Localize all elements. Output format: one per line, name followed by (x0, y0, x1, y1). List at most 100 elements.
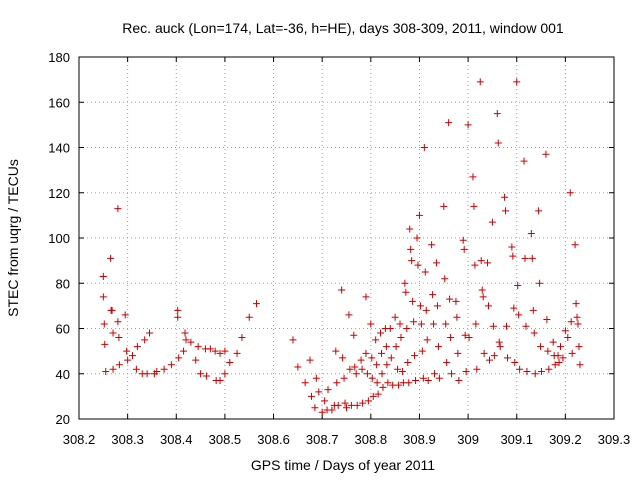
data-point-marker (418, 347, 426, 355)
data-point-marker (503, 354, 511, 362)
data-point-marker (194, 343, 202, 351)
data-point-marker (197, 370, 205, 378)
data-point-marker (549, 338, 557, 346)
data-point-marker (408, 257, 416, 265)
data-point-marker (364, 397, 372, 405)
y-tick-label: 60 (56, 322, 70, 337)
data-point-marker (115, 334, 123, 342)
data-point-marker (544, 347, 552, 355)
data-point-marker (488, 218, 496, 226)
data-point-marker (472, 320, 480, 328)
data-point-marker (123, 347, 131, 355)
data-point-marker (367, 320, 375, 328)
data-point-marker (555, 358, 563, 366)
data-point-marker (489, 322, 497, 330)
data-point-marker (352, 370, 360, 378)
data-point-marker (528, 254, 536, 262)
chart-title: Rec. auck (Lon=174, Lat=-36, h=HE), days… (122, 20, 564, 36)
data-point-marker (440, 202, 448, 210)
data-point-marker (216, 377, 224, 385)
data-point-marker (109, 329, 117, 337)
data-point-marker (141, 336, 149, 344)
data-point-marker (573, 313, 581, 321)
data-point-marker (143, 370, 151, 378)
data-point-marker (417, 320, 425, 328)
data-point-marker (434, 343, 442, 351)
x-tick-label: 308.3 (111, 432, 144, 447)
data-point-marker (464, 121, 472, 129)
data-point-marker (175, 354, 183, 362)
data-point-marker (419, 374, 427, 382)
y-tick-label: 180 (48, 50, 70, 65)
data-point-marker (446, 295, 454, 303)
y-tick-label: 100 (48, 231, 70, 246)
data-point-marker (181, 329, 189, 337)
data-point-marker (238, 334, 246, 342)
data-point-marker (531, 370, 539, 378)
data-point-marker (479, 293, 487, 301)
data-point-marker (182, 336, 190, 344)
data-point-marker (362, 349, 370, 357)
data-point-marker (133, 343, 141, 351)
y-axis-label: STEC from uqrg / TECUs (5, 159, 21, 317)
y-tick-label: 140 (48, 141, 70, 156)
data-point-marker (108, 306, 116, 314)
data-point-marker (454, 349, 462, 357)
data-point-marker (435, 374, 443, 382)
data-point-marker (406, 225, 414, 233)
data-point-marker (160, 365, 168, 373)
data-point-marker (442, 320, 450, 328)
data-point-marker (315, 388, 323, 396)
data-point-marker (114, 318, 122, 326)
data-point-marker (470, 202, 478, 210)
data-point-marker (503, 322, 511, 330)
data-point-marker (530, 329, 538, 337)
data-point-marker (347, 401, 355, 409)
data-point-marker (473, 365, 481, 373)
data-point-marker (333, 379, 341, 387)
data-point-marker (571, 241, 579, 249)
x-tick-label: 309.1 (500, 432, 533, 447)
x-tick-label: 308.6 (257, 432, 290, 447)
data-point-marker (372, 336, 380, 344)
data-point-marker (510, 304, 518, 312)
data-point-marker (508, 243, 516, 251)
data-point-marker (378, 349, 386, 357)
data-point-marker (520, 157, 528, 165)
data-point-marker (575, 343, 583, 351)
data-point-marker (536, 279, 544, 287)
y-tick-label: 80 (56, 276, 70, 291)
data-point-marker (328, 406, 336, 414)
data-point-marker (495, 338, 503, 346)
data-point-marker (107, 254, 115, 262)
data-point-marker (174, 306, 182, 314)
data-points (99, 78, 584, 416)
data-point-marker (493, 110, 501, 118)
data-point-marker (362, 293, 370, 301)
data-point-marker (429, 291, 437, 299)
data-point-marker (420, 144, 428, 151)
data-point-marker (334, 401, 342, 409)
data-point-marker (502, 207, 510, 215)
data-point-marker (453, 313, 461, 321)
data-point-marker (374, 390, 382, 398)
data-point-marker (441, 275, 449, 283)
data-point-marker (494, 139, 502, 147)
y-tick-label: 120 (48, 186, 70, 201)
data-point-marker (511, 358, 519, 366)
data-point-marker (132, 365, 140, 373)
data-point-marker (515, 311, 523, 319)
data-point-marker (554, 352, 562, 360)
y-tick-label: 20 (56, 412, 70, 427)
data-point-marker (576, 361, 584, 369)
data-point-marker (245, 313, 253, 321)
data-point-marker (459, 236, 467, 244)
data-point-marker (564, 334, 572, 342)
data-point-marker (514, 282, 522, 290)
data-point-marker (485, 302, 493, 310)
data-point-marker (343, 404, 350, 412)
data-point-marker (383, 361, 391, 369)
data-point-marker (99, 293, 107, 301)
x-tick-label: 308.4 (160, 432, 193, 447)
data-point-marker (445, 119, 453, 127)
